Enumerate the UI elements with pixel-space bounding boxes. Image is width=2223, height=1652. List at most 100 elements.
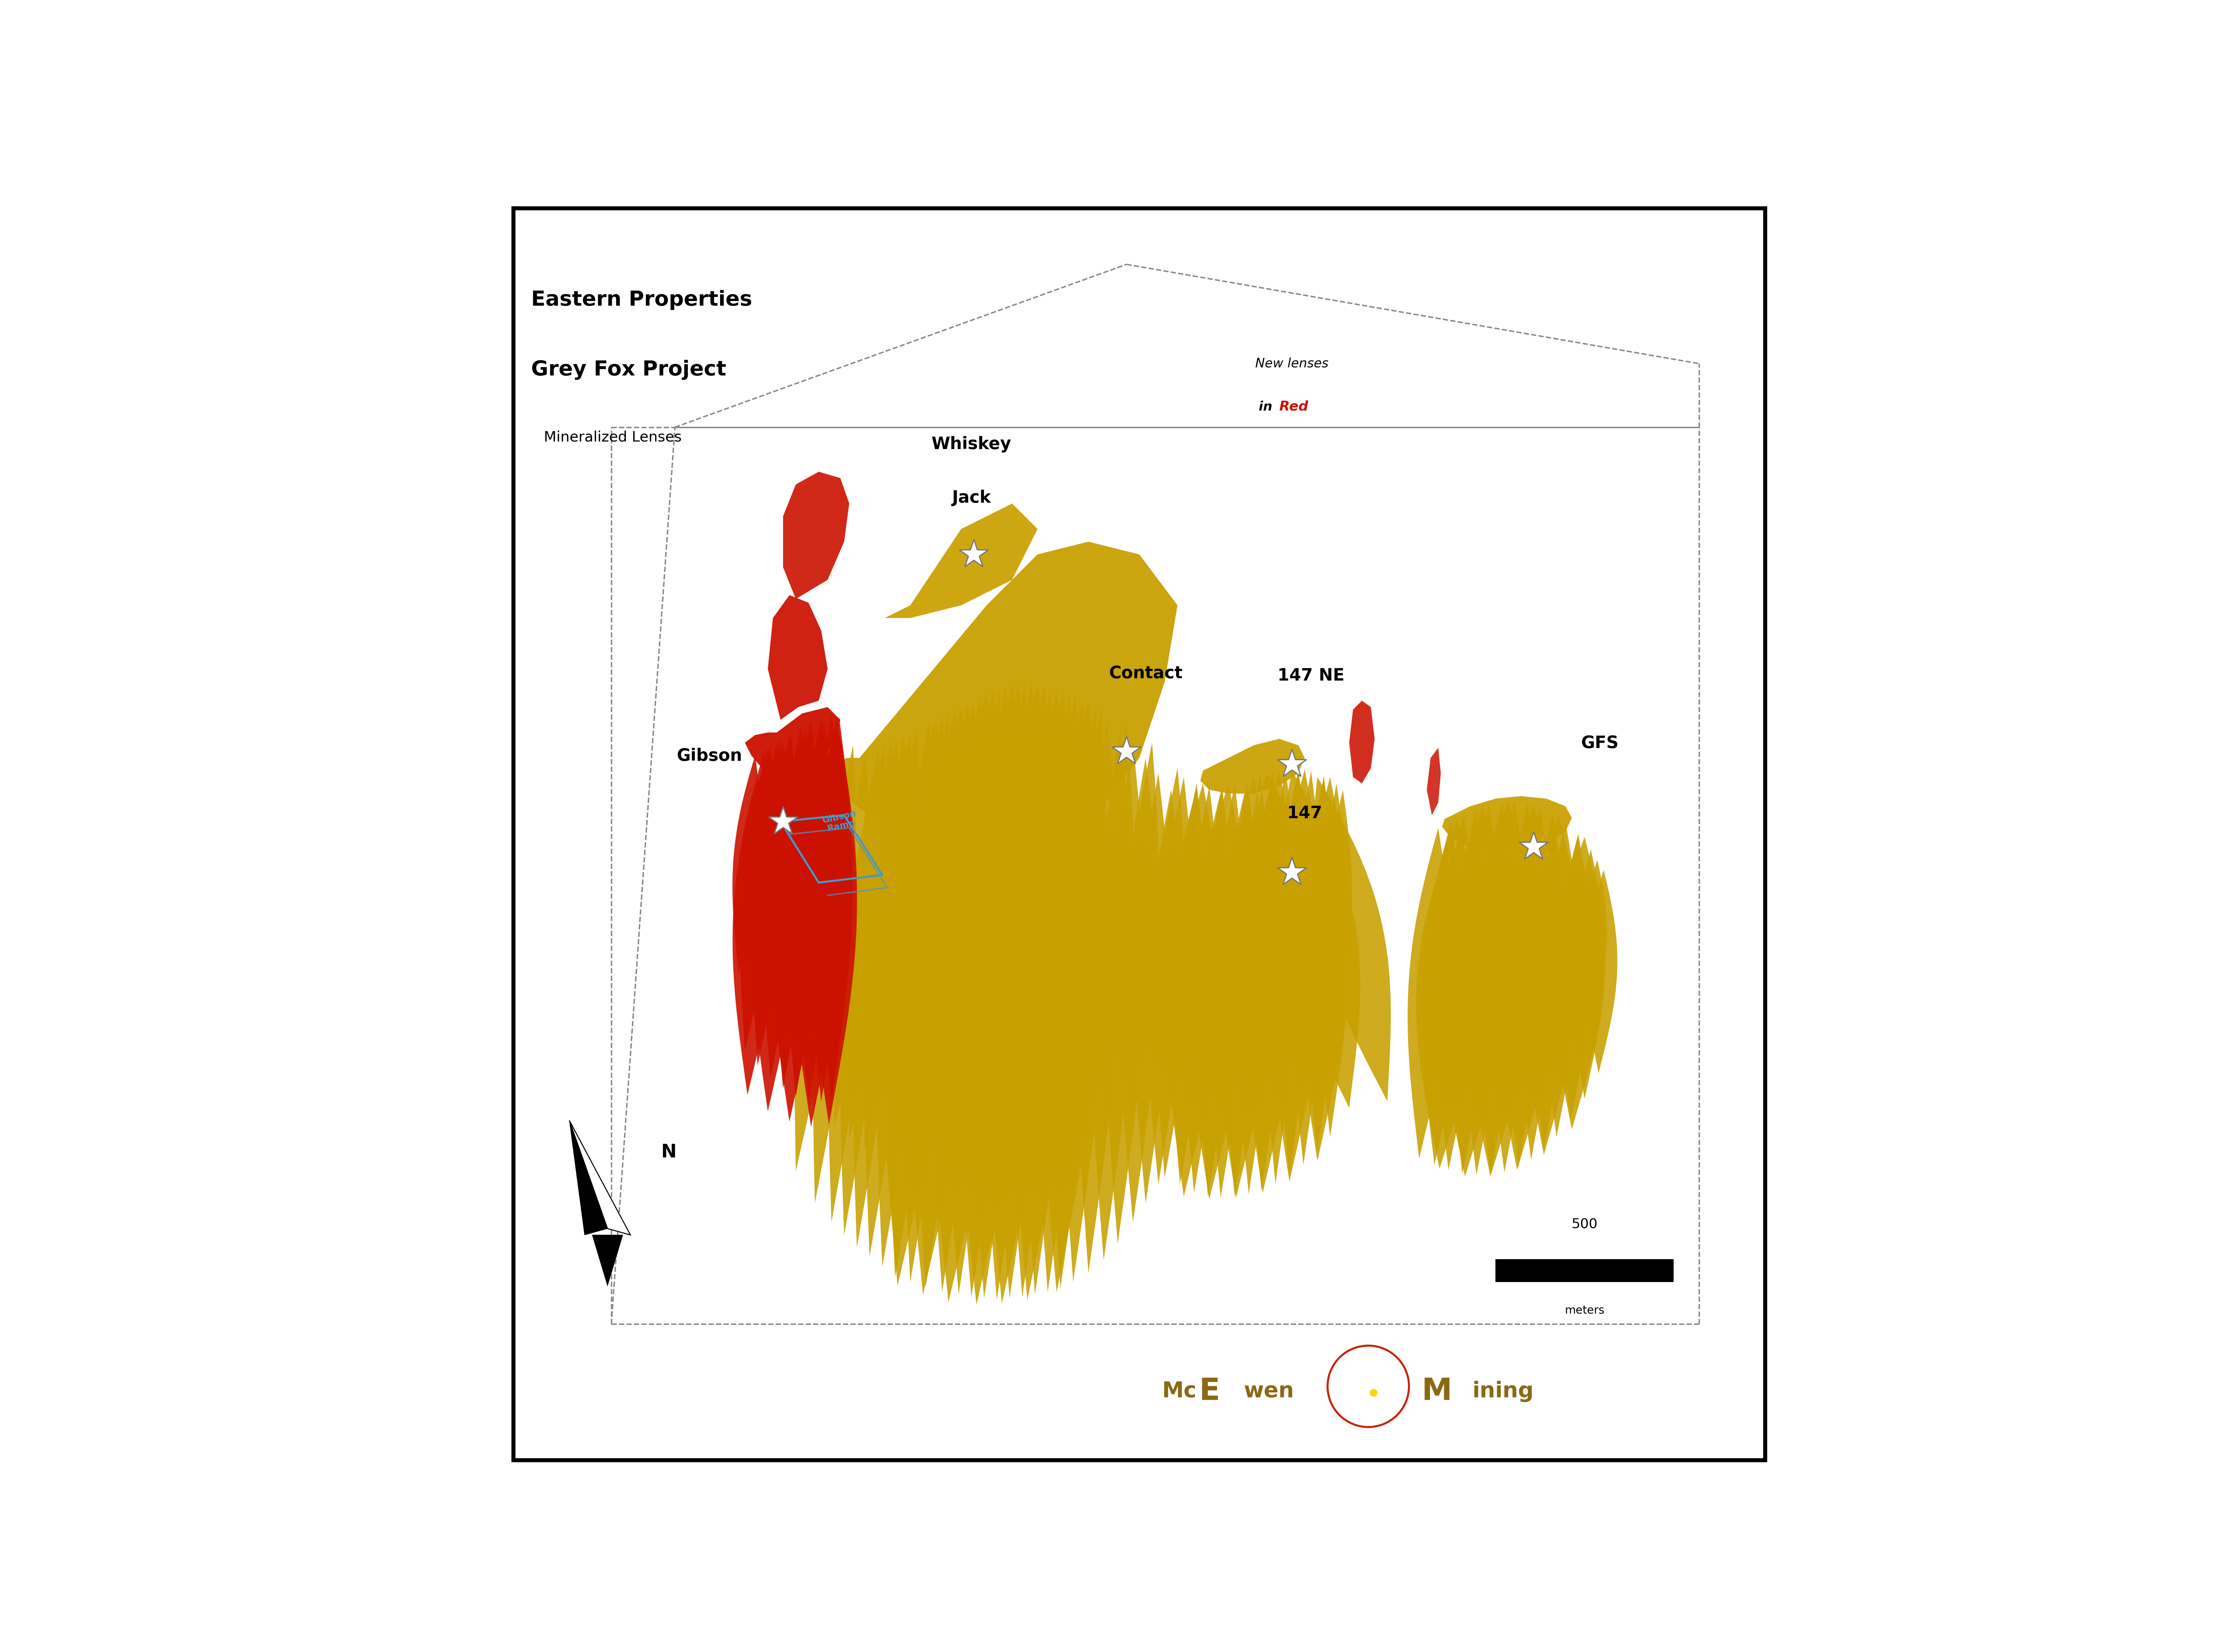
- Text: Grey Fox Project: Grey Fox Project: [531, 360, 727, 380]
- Polygon shape: [907, 714, 951, 1155]
- Polygon shape: [934, 700, 978, 1165]
- Polygon shape: [1120, 758, 1160, 1222]
- Text: 147: 147: [1287, 805, 1323, 821]
- Polygon shape: [756, 743, 787, 1006]
- Polygon shape: [1236, 775, 1274, 1194]
- Polygon shape: [1503, 805, 1534, 1080]
- Polygon shape: [814, 745, 856, 1203]
- Polygon shape: [1091, 730, 1134, 1260]
- Polygon shape: [809, 719, 858, 1125]
- Polygon shape: [1036, 694, 1083, 1292]
- Polygon shape: [1423, 824, 1456, 1075]
- Polygon shape: [883, 720, 951, 1285]
- Polygon shape: [569, 1120, 631, 1236]
- Polygon shape: [903, 714, 951, 1282]
- Polygon shape: [1407, 828, 1452, 1158]
- Polygon shape: [1289, 770, 1325, 1165]
- Polygon shape: [734, 752, 780, 1095]
- Polygon shape: [1489, 801, 1532, 1173]
- Polygon shape: [1556, 834, 1592, 1120]
- Polygon shape: [767, 595, 827, 720]
- Polygon shape: [1076, 720, 1120, 1274]
- Polygon shape: [1165, 783, 1223, 1196]
- Text: N: N: [660, 1143, 676, 1161]
- Text: in: in: [1258, 401, 1276, 413]
- Text: 500: 500: [1572, 1218, 1598, 1231]
- Polygon shape: [1200, 738, 1305, 793]
- Polygon shape: [740, 745, 776, 1051]
- Polygon shape: [1209, 783, 1247, 1198]
- Polygon shape: [1125, 743, 1158, 1127]
- Polygon shape: [1216, 776, 1276, 1198]
- Polygon shape: [818, 717, 847, 1028]
- Polygon shape: [1263, 768, 1298, 1184]
- Text: Contact: Contact: [1109, 666, 1183, 682]
- Polygon shape: [956, 684, 1034, 1305]
- Text: Red: Red: [1278, 400, 1307, 413]
- Polygon shape: [751, 738, 787, 1066]
- Polygon shape: [1529, 814, 1561, 1070]
- Polygon shape: [1516, 806, 1556, 1160]
- Polygon shape: [785, 720, 823, 1097]
- Polygon shape: [985, 684, 1056, 1303]
- Polygon shape: [889, 720, 938, 1277]
- Polygon shape: [1220, 781, 1254, 1085]
- Polygon shape: [1183, 786, 1220, 1193]
- Polygon shape: [1303, 778, 1332, 1069]
- Polygon shape: [945, 694, 996, 1295]
- Polygon shape: [829, 752, 869, 1222]
- Polygon shape: [731, 755, 762, 975]
- Polygon shape: [1249, 770, 1287, 1191]
- Text: Mc: Mc: [1163, 1381, 1196, 1403]
- Polygon shape: [960, 689, 1005, 1173]
- Polygon shape: [1503, 803, 1543, 1168]
- Polygon shape: [834, 745, 885, 1127]
- Polygon shape: [1196, 786, 1234, 1196]
- Polygon shape: [1427, 748, 1441, 814]
- Polygon shape: [996, 682, 1045, 1298]
- Polygon shape: [1318, 783, 1349, 1137]
- Text: Gibson: Gibson: [676, 748, 742, 765]
- Polygon shape: [787, 727, 816, 1028]
- Polygon shape: [1298, 776, 1349, 1161]
- Polygon shape: [1585, 871, 1618, 1074]
- Polygon shape: [1325, 790, 1352, 1051]
- Text: New lenses: New lenses: [1256, 357, 1329, 370]
- Polygon shape: [907, 707, 980, 1295]
- Polygon shape: [1169, 783, 1207, 1184]
- Polygon shape: [987, 684, 1029, 1178]
- Polygon shape: [1436, 814, 1478, 1170]
- Polygon shape: [1465, 801, 1534, 1176]
- Polygon shape: [885, 504, 1038, 618]
- Polygon shape: [1154, 768, 1185, 1108]
- Polygon shape: [1023, 687, 1069, 1295]
- Text: Whiskey: Whiskey: [931, 436, 1011, 453]
- Polygon shape: [1276, 768, 1312, 1175]
- Polygon shape: [1043, 702, 1105, 1292]
- Polygon shape: [1063, 710, 1107, 1282]
- Polygon shape: [805, 720, 834, 1031]
- Polygon shape: [1278, 770, 1360, 1108]
- Polygon shape: [1167, 788, 1200, 1075]
- Polygon shape: [1581, 859, 1607, 1028]
- Polygon shape: [782, 472, 849, 600]
- Polygon shape: [865, 732, 911, 1150]
- Polygon shape: [1543, 821, 1581, 1137]
- Text: GFS: GFS: [1581, 735, 1618, 752]
- Polygon shape: [1269, 770, 1325, 1181]
- Text: ining: ining: [1472, 1381, 1534, 1403]
- Polygon shape: [1049, 700, 1094, 1289]
- Polygon shape: [849, 738, 898, 1140]
- Polygon shape: [969, 684, 1023, 1298]
- Polygon shape: [929, 692, 1007, 1302]
- Polygon shape: [854, 738, 896, 1247]
- Polygon shape: [796, 715, 834, 1102]
- Polygon shape: [1011, 692, 1080, 1300]
- Polygon shape: [1134, 773, 1172, 1203]
- Polygon shape: [1529, 813, 1567, 1150]
- Text: Gibson
Ramp: Gibson Ramp: [823, 809, 858, 834]
- Polygon shape: [876, 727, 925, 1267]
- Polygon shape: [794, 738, 843, 1171]
- Polygon shape: [569, 1120, 607, 1236]
- Polygon shape: [1147, 790, 1185, 1184]
